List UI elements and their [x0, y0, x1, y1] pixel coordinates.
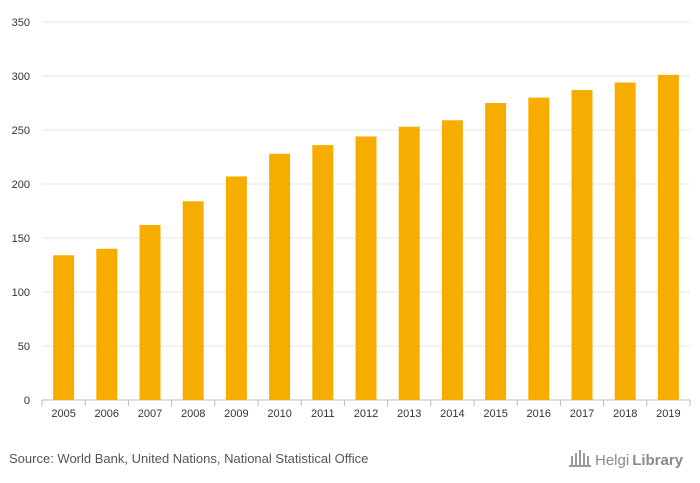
x-tick-label: 2007 [138, 408, 162, 420]
x-tick-label: 2010 [267, 408, 291, 420]
y-tick-label: 0 [24, 395, 30, 407]
x-tick-label: 2012 [354, 408, 378, 420]
brand-prefix: Helgi [595, 451, 630, 469]
bar-2015[interactable] [485, 103, 507, 400]
x-tick-label: 2011 [311, 408, 335, 420]
bars [53, 74, 679, 401]
bar-2005[interactable] [53, 255, 75, 400]
bar-2011[interactable] [312, 145, 334, 400]
x-tick-label: 2015 [483, 408, 507, 420]
bar-2019[interactable] [657, 74, 679, 401]
y-tick-label: 50 [18, 341, 30, 353]
y-tick-label: 100 [12, 287, 30, 299]
brand-suffix: Library [632, 451, 684, 469]
x-tick-label: 2014 [440, 408, 464, 420]
x-axis-ticks: 2005 2006 2007 2008 2009 2010 2011 2012 2013 2014… [41, 400, 691, 420]
bar-2016[interactable] [528, 97, 550, 400]
y-tick-label: 350 [12, 17, 30, 29]
x-tick-label: 2013 [397, 408, 421, 420]
x-tick-label: 2005 [51, 408, 75, 420]
x-tick-label: 2017 [570, 408, 594, 420]
helgi-library-logo[interactable]: Helgi Library [568, 448, 683, 472]
bar-2013[interactable] [398, 126, 420, 400]
bar-2018[interactable] [614, 82, 636, 400]
bar-2010[interactable] [269, 153, 291, 400]
source-note: Source: World Bank, United Nations, Nati… [9, 451, 369, 466]
bar-2009[interactable] [225, 176, 247, 400]
x-tick-label: 2006 [95, 408, 119, 420]
bar-2017[interactable] [571, 90, 593, 400]
x-tick-label: 2008 [181, 408, 205, 420]
y-tick-label: 150 [12, 233, 30, 245]
y-tick-label: 200 [12, 179, 30, 191]
bar-2012[interactable] [355, 136, 377, 401]
x-tick-label: 2019 [656, 408, 680, 420]
y-axis-ticks: 0 50 100 150 200 250 300 350 [12, 17, 30, 407]
x-tick-label: 2018 [613, 408, 637, 420]
library-building-icon [568, 448, 592, 472]
y-tick-label: 300 [12, 71, 30, 83]
bar-2007[interactable] [139, 225, 161, 400]
bar-2006[interactable] [96, 248, 118, 400]
bar-2014[interactable] [441, 120, 463, 400]
y-tick-label: 250 [12, 125, 30, 137]
x-tick-label: 2016 [527, 408, 551, 420]
bar-2008[interactable] [182, 201, 204, 400]
x-tick-label: 2009 [224, 408, 248, 420]
